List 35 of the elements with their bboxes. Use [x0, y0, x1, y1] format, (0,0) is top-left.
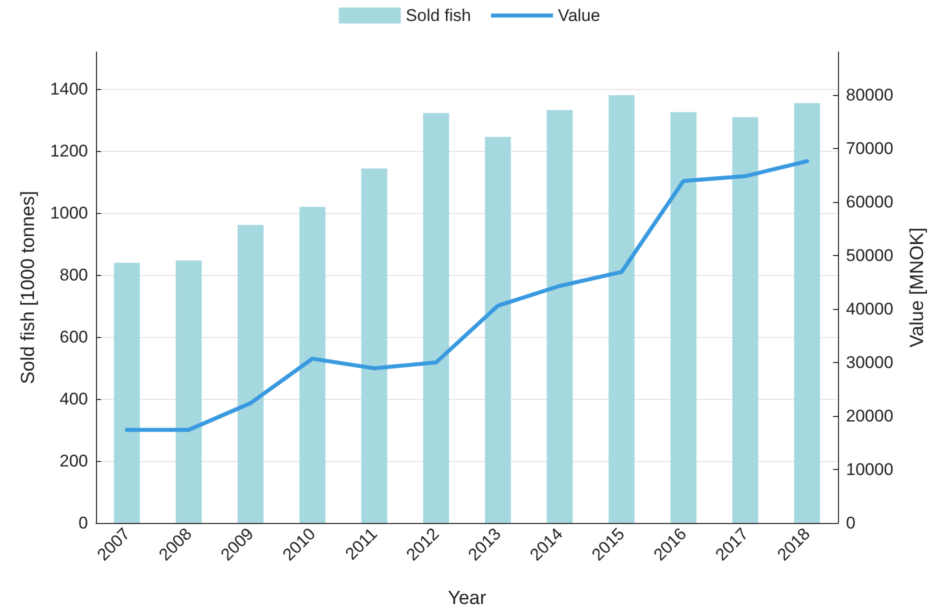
bar	[546, 110, 573, 523]
y2-tick-label: 60000	[846, 192, 894, 212]
y2-tick-label: 50000	[846, 246, 894, 265]
y-axis-title: Sold fish [1000 tonnes]	[18, 190, 39, 384]
bar	[361, 168, 388, 523]
bar	[423, 113, 450, 523]
legend-label: Value	[558, 6, 600, 25]
y-tick-label: 1400	[50, 80, 88, 99]
y2-tick-label: 20000	[846, 406, 894, 426]
y-tick-label: 800	[60, 266, 88, 285]
y2-tick-label: 10000	[846, 460, 894, 479]
bar	[176, 260, 202, 523]
bar	[114, 262, 140, 523]
y-tick-label: 200	[60, 452, 88, 471]
y-tick-label: 1200	[50, 142, 88, 161]
y-tick-label: 600	[60, 328, 88, 347]
bar	[794, 103, 820, 523]
y2-tick-label: 30000	[846, 352, 894, 372]
y2-tick-label: 70000	[846, 138, 894, 158]
bar	[484, 136, 511, 523]
y-tick-label: 400	[60, 390, 88, 409]
line-series	[124, 159, 810, 432]
legend-label: Sold fish	[406, 6, 471, 25]
bar	[732, 117, 758, 523]
y-tick-label: 1000	[50, 204, 88, 223]
y2-tick-label: 40000	[846, 299, 894, 318]
x-axis-title: Year	[448, 588, 487, 609]
bar	[608, 95, 635, 523]
y-tick-label: 0	[78, 514, 88, 532]
bar	[670, 112, 696, 523]
bar	[299, 206, 326, 523]
y2-tick-label: 80000	[846, 85, 894, 104]
bar	[238, 224, 264, 523]
y2-axis-title: Value [MNOK]	[907, 227, 928, 348]
y2-tick-label: 0	[846, 514, 856, 532]
